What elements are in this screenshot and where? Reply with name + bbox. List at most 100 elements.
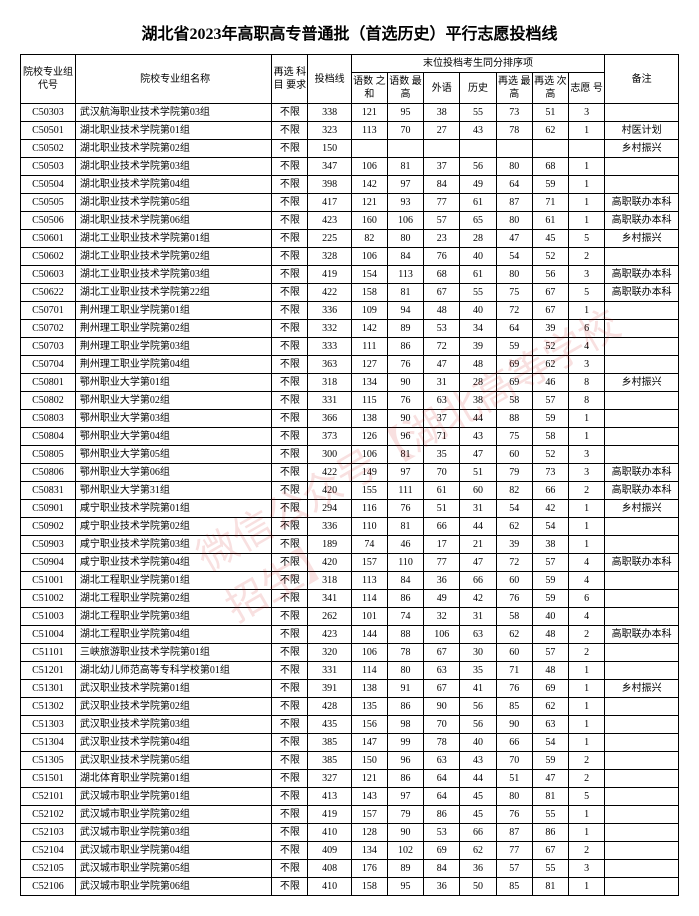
table-cell: 90: [387, 410, 423, 428]
table-cell: 23: [424, 230, 460, 248]
table-cell: 96: [387, 752, 423, 770]
table-cell: 63: [460, 626, 496, 644]
table-row: C51002湖北工程职业学院第02组不限34111486494276596: [21, 590, 679, 608]
table-cell: 湖北职业技术学院第06组: [75, 212, 271, 230]
table-cell: 湖北工业职业技术学院第03组: [75, 266, 271, 284]
table-cell: 不限: [272, 104, 308, 122]
table-row: C50801鄂州职业大学第01组不限31813490312869468乡村振兴: [21, 374, 679, 392]
table-cell: 144: [351, 626, 387, 644]
table-cell: 1: [569, 500, 605, 518]
table-cell: 荆州理工职业学院第04组: [75, 356, 271, 374]
table-cell: 41: [460, 680, 496, 698]
table-cell: 74: [387, 608, 423, 626]
table-cell: 73: [496, 104, 532, 122]
table-cell: [605, 572, 679, 590]
table-cell: [605, 806, 679, 824]
table-cell: 262: [308, 608, 351, 626]
table-cell: 87: [496, 194, 532, 212]
table-cell: 40: [460, 248, 496, 266]
table-cell: 336: [308, 518, 351, 536]
table-cell: 106: [351, 446, 387, 464]
table-cell: 不限: [272, 716, 308, 734]
table-cell: 428: [308, 698, 351, 716]
table-cell: C52106: [21, 878, 76, 896]
table-cell: 高职联办本科: [605, 554, 679, 572]
table-cell: [605, 536, 679, 554]
table-cell: 160: [351, 212, 387, 230]
table-cell: 66: [460, 824, 496, 842]
table-cell: C50504: [21, 176, 76, 194]
table-cell: 420: [308, 482, 351, 500]
table-cell: 423: [308, 626, 351, 644]
table-cell: 鄂州职业大学第03组: [75, 410, 271, 428]
table-cell: 65: [460, 212, 496, 230]
table-cell: 不限: [272, 536, 308, 554]
table-cell: 不限: [272, 752, 308, 770]
table-cell: [605, 842, 679, 860]
table-cell: C51004: [21, 626, 76, 644]
table-cell: C51501: [21, 770, 76, 788]
table-row: C51303武汉职业技术学院第03组不限43515698705690631: [21, 716, 679, 734]
table-cell: 69: [496, 374, 532, 392]
table-cell: 38: [532, 536, 568, 554]
table-row: C50805鄂州职业大学第05组不限30010681354760523: [21, 446, 679, 464]
table-cell: 70: [496, 752, 532, 770]
table-cell: 不限: [272, 248, 308, 266]
table-cell: 86: [387, 770, 423, 788]
table-cell: 134: [351, 374, 387, 392]
table-cell: C51302: [21, 698, 76, 716]
table-cell: 40: [460, 302, 496, 320]
table-cell: 不限: [272, 572, 308, 590]
table-cell: 71: [424, 428, 460, 446]
table-cell: 80: [496, 788, 532, 806]
table-cell: 咸宁职业技术学院第03组: [75, 536, 271, 554]
table-cell: 湖北工业职业技术学院第01组: [75, 230, 271, 248]
table-cell: 43: [460, 428, 496, 446]
table-cell: 121: [351, 194, 387, 212]
table-cell: C52104: [21, 842, 76, 860]
table-cell: 150: [308, 140, 351, 158]
table-cell: [605, 788, 679, 806]
table-cell: 2: [569, 248, 605, 266]
table-cell: [605, 770, 679, 788]
table-row: C52101武汉城市职业学院第01组不限41314397644580815: [21, 788, 679, 806]
table-row: C50603湖北工业职业技术学院第03组不限419154113686180563…: [21, 266, 679, 284]
table-cell: 80: [496, 158, 532, 176]
table-cell: 不限: [272, 266, 308, 284]
table-cell: 42: [532, 500, 568, 518]
table-row: C51001湖北工程职业学院第01组不限31811384366660594: [21, 572, 679, 590]
table-cell: 109: [351, 302, 387, 320]
table-row: C51003湖北工程职业学院第03组不限26210174323158404: [21, 608, 679, 626]
table-cell: 81: [387, 158, 423, 176]
table-cell: 42: [460, 590, 496, 608]
table-cell: 47: [460, 446, 496, 464]
table-cell: 1: [569, 716, 605, 734]
table-cell: 48: [532, 662, 568, 680]
table-cell: 67: [424, 680, 460, 698]
table-cell: 不限: [272, 338, 308, 356]
table-row: C52103武汉城市职业学院第03组不限41012890536687861: [21, 824, 679, 842]
table-row: C50622湖北工业职业技术学院第22组不限42215881675575675高…: [21, 284, 679, 302]
table-cell: 60: [460, 482, 496, 500]
table-cell: [605, 644, 679, 662]
table-cell: 88: [387, 626, 423, 644]
table-cell: 湖北工业职业技术学院第22组: [75, 284, 271, 302]
table-cell: C52102: [21, 806, 76, 824]
table-cell: 湖北工业职业技术学院第02组: [75, 248, 271, 266]
table-cell: 不限: [272, 626, 308, 644]
table-cell: 1: [569, 122, 605, 140]
table-cell: 70: [387, 122, 423, 140]
table-row: C51301武汉职业技术学院第01组不限39113891674176691乡村振…: [21, 680, 679, 698]
table-cell: 63: [532, 716, 568, 734]
table-cell: 37: [424, 158, 460, 176]
table-row: C51305武汉职业技术学院第05组不限38515096634370592: [21, 752, 679, 770]
table-cell: 36: [424, 878, 460, 896]
table-cell: C50602: [21, 248, 76, 266]
table-cell: 咸宁职业技术学院第02组: [75, 518, 271, 536]
table-cell: 4: [569, 608, 605, 626]
table-cell: 51: [460, 464, 496, 482]
table-cell: 乡村振兴: [605, 374, 679, 392]
table-cell: 湖北职业技术学院第01组: [75, 122, 271, 140]
table-cell: 72: [424, 338, 460, 356]
table-cell: 142: [351, 176, 387, 194]
